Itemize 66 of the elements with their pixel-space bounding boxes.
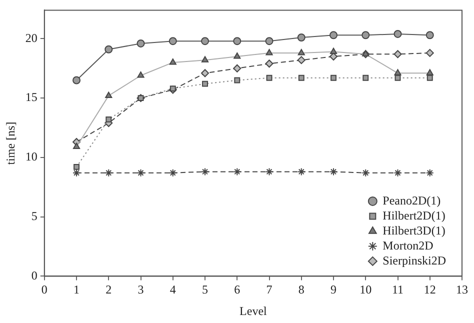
point [233, 64, 242, 72]
point [426, 168, 434, 177]
point [297, 168, 306, 176]
x-axis-title: Level [240, 304, 268, 318]
legend-label: Hilbert3D(1) [382, 223, 446, 238]
point [265, 168, 274, 176]
point [394, 30, 402, 38]
x-tick-label: 1 [74, 282, 80, 297]
point [394, 50, 402, 58]
y-axis-title: time [ns] [3, 122, 18, 165]
point [201, 37, 210, 46]
point [297, 34, 306, 42]
y-tick-label: 0 [31, 268, 38, 282]
x-tick-label: 9 [330, 282, 337, 297]
point [265, 37, 274, 46]
x-tick-label: 0 [41, 282, 48, 297]
legend-label: Morton2D [382, 238, 434, 252]
y-tick-label: 5 [31, 208, 38, 223]
point [426, 31, 434, 40]
x-tick-label: 11 [392, 282, 404, 297]
point [362, 31, 370, 40]
point [330, 31, 338, 40]
point [362, 74, 369, 81]
point [168, 37, 177, 46]
point [426, 48, 434, 57]
point [106, 116, 112, 122]
x-tick-label: 10 [360, 282, 372, 297]
point [426, 74, 433, 81]
point [201, 168, 210, 176]
point [72, 76, 81, 84]
point [394, 74, 401, 81]
legend-label: Sierpinski2D [382, 253, 446, 268]
point [104, 45, 113, 54]
x-tick-label: 12 [424, 282, 436, 297]
x-tick-label: 5 [202, 282, 208, 297]
point [330, 74, 336, 81]
point [72, 168, 81, 177]
point [233, 168, 242, 176]
legend-label: Peano2D(1) [382, 193, 441, 208]
point [297, 56, 306, 64]
x-tick-label: 2 [106, 282, 112, 297]
point [104, 168, 113, 177]
point [298, 74, 304, 81]
x-tick-label: 7 [266, 282, 272, 297]
y-tick-label: 10 [25, 150, 38, 164]
point [136, 39, 145, 48]
point [362, 168, 370, 177]
y-tick-label: 20 [25, 30, 38, 45]
point [330, 168, 338, 176]
point [265, 60, 274, 68]
x-tick-label: 4 [170, 282, 176, 297]
x-tick-label: 3 [138, 282, 144, 297]
legend-label: Hilbert2D(1) [382, 208, 446, 222]
y-tick-label: 15 [25, 90, 38, 104]
point [233, 37, 242, 46]
point [168, 168, 177, 177]
point [394, 168, 402, 177]
x-tick-label: 6 [234, 282, 240, 297]
x-tick-label: 13 [456, 282, 468, 297]
point [202, 80, 208, 87]
point [136, 168, 145, 177]
point [74, 164, 80, 170]
point [234, 77, 240, 84]
point [201, 69, 210, 78]
point [266, 74, 272, 81]
x-tick-label: 8 [298, 282, 304, 297]
